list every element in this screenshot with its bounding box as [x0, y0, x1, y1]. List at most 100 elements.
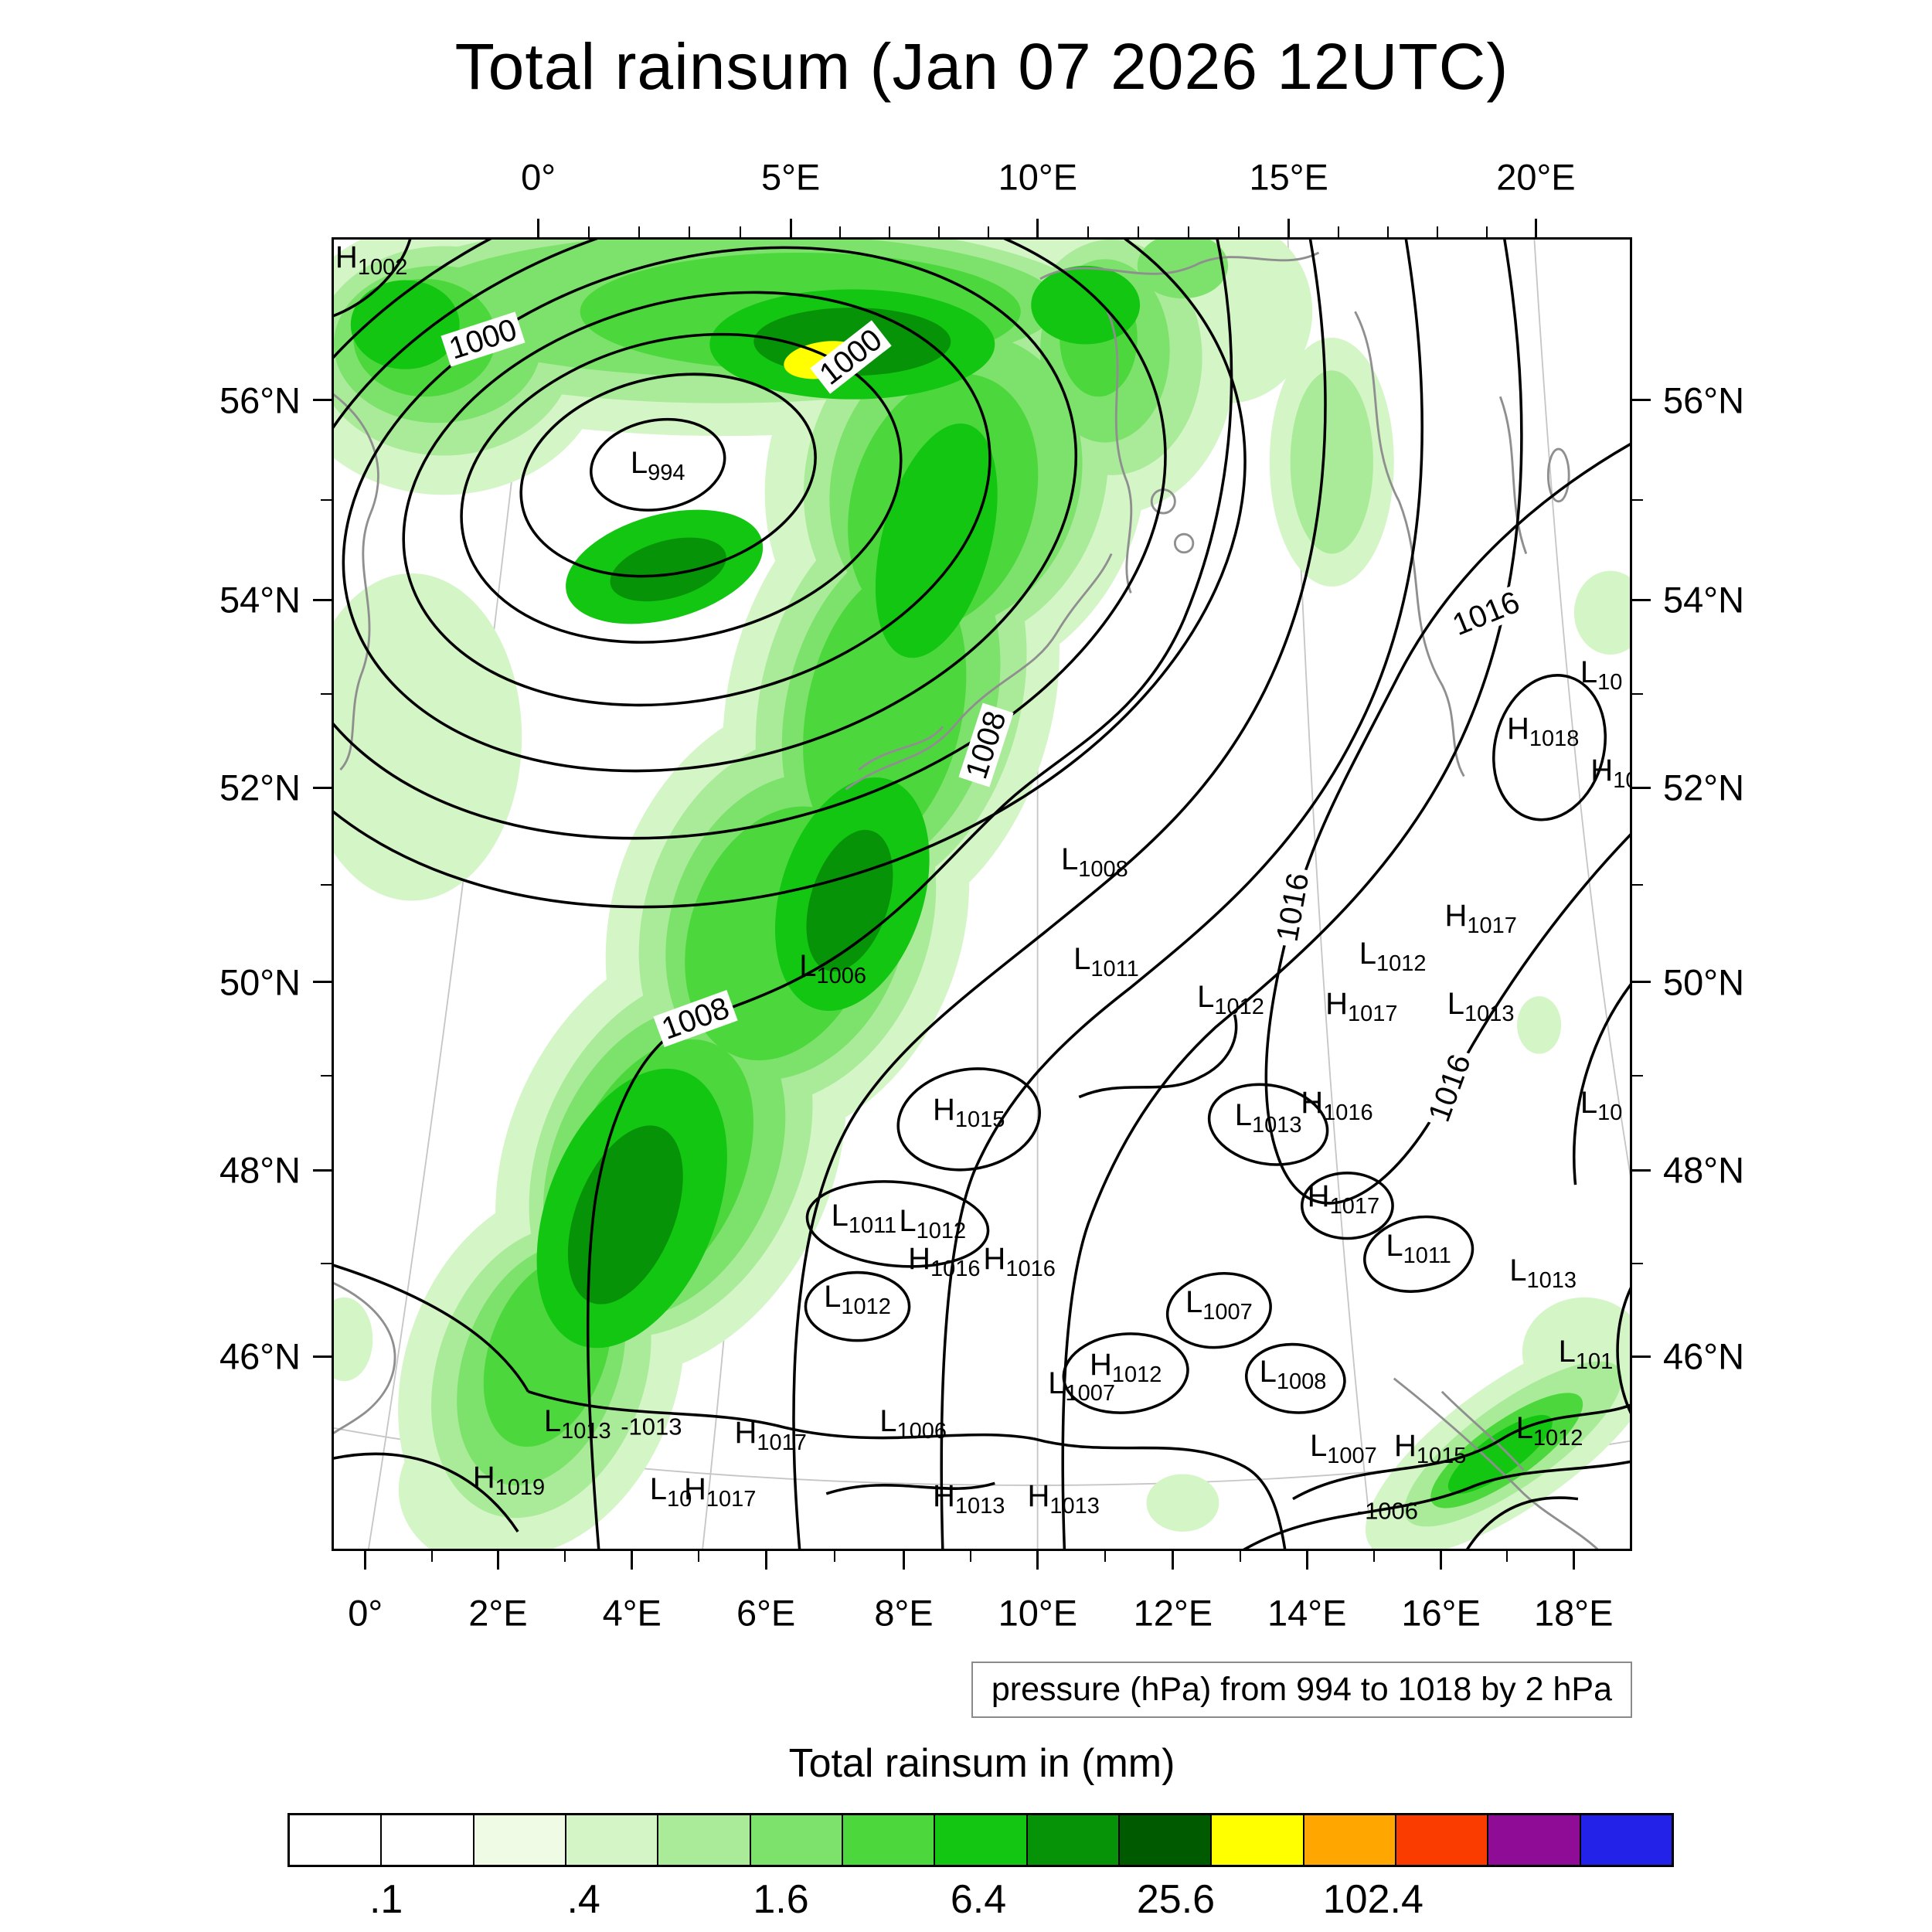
- minor-tick-bottom: [698, 1551, 700, 1562]
- coastline-layer: [334, 251, 1599, 1549]
- axis-label-top: 0°: [521, 156, 556, 198]
- tick-mark-bottom: [364, 1551, 367, 1570]
- axis-label-right: 54°N: [1663, 579, 1745, 621]
- colorbar-title: Total rainsum in (mm): [788, 1741, 1175, 1786]
- axis-label-left: 50°N: [219, 961, 301, 1003]
- pressure-center-label: H1016: [1301, 1086, 1373, 1126]
- minor-tick-top: [1087, 226, 1089, 237]
- pressure-center-label: L1007: [1048, 1366, 1116, 1406]
- weather-map-canvas: [334, 240, 1630, 1549]
- axis-label-bottom: 18°E: [1534, 1592, 1614, 1634]
- axis-label-top: 20°E: [1496, 156, 1576, 198]
- colorbar-tick-label: 102.4: [1322, 1877, 1423, 1922]
- tick-mark-right: [1632, 598, 1651, 601]
- colorbar-segment: [472, 1815, 565, 1865]
- minor-tick-top: [937, 226, 940, 237]
- pressure-center-label: H1015: [933, 1092, 1005, 1132]
- axis-label-right: 48°N: [1663, 1149, 1745, 1191]
- pressure-center-label: L1008: [1061, 842, 1128, 883]
- colorbar-segment: [1579, 1815, 1672, 1865]
- minor-tick-top: [1187, 226, 1189, 237]
- minor-tick-bottom: [834, 1551, 836, 1562]
- minor-tick-top: [987, 226, 989, 237]
- colorbar-segment: [1487, 1815, 1580, 1865]
- minor-tick-right: [1632, 1262, 1643, 1264]
- axis-label-bottom: 10°E: [998, 1592, 1078, 1634]
- pressure-center-label: L1013: [1447, 986, 1515, 1026]
- pressure-center-label: H1016: [983, 1242, 1056, 1281]
- axis-label-left: 56°N: [219, 379, 301, 421]
- tick-mark-top: [789, 219, 792, 237]
- tick-mark-left: [313, 399, 332, 402]
- tick-mark-bottom: [1036, 1551, 1039, 1570]
- tick-mark-bottom: [1572, 1551, 1575, 1570]
- pressure-center-label: L1007: [1309, 1429, 1377, 1469]
- colorbar-tick-label: .4: [566, 1877, 600, 1922]
- pressure-center-label: H1017: [1307, 1179, 1380, 1219]
- colorbar-segment: [564, 1815, 658, 1865]
- pressure-center-label: H1012: [1089, 1348, 1162, 1388]
- minor-tick-left: [321, 884, 332, 886]
- tick-mark-left: [313, 598, 332, 601]
- minor-tick-left: [321, 499, 332, 501]
- colorbar-segment: [380, 1815, 473, 1865]
- pressure-center-label: L1012: [1515, 1410, 1583, 1451]
- minor-tick-top: [1237, 226, 1240, 237]
- axis-label-left: 46°N: [219, 1335, 301, 1377]
- tick-mark-right: [1632, 1168, 1651, 1172]
- colorbar-segment: [1026, 1815, 1118, 1865]
- pressure-center-label: L10: [1580, 655, 1623, 696]
- pressure-center-label: H1017: [1444, 899, 1517, 939]
- pressure-center-label: L10: [649, 1472, 692, 1512]
- axis-label-top: 15°E: [1249, 156, 1328, 198]
- colorbar-segment: [657, 1815, 750, 1865]
- tick-mark-bottom: [764, 1551, 767, 1570]
- minor-tick-right: [1632, 1075, 1643, 1077]
- pressure-center-label: L10: [1580, 1086, 1623, 1126]
- minor-tick-bottom: [564, 1551, 566, 1562]
- axis-label-bottom: 14°E: [1267, 1592, 1347, 1634]
- minor-tick-top: [1386, 226, 1389, 237]
- tick-mark-top: [1534, 219, 1537, 237]
- contour-value-label: -1013: [621, 1413, 682, 1440]
- tick-mark-top: [1036, 219, 1039, 237]
- pressure-center-label: L1013: [543, 1404, 611, 1444]
- pressure-caption: pressure (hPa) from 994 to 1018 by 2 hPa: [971, 1662, 1632, 1718]
- colorbar-segment: [1117, 1815, 1211, 1865]
- axis-label-left: 54°N: [219, 579, 301, 621]
- colorbar-segment: [290, 1815, 381, 1865]
- map-frame: H1002 1000 1000 L994 1008 1008 1016 1016 1016 L10…: [332, 237, 1632, 1551]
- minor-tick-top: [689, 226, 691, 237]
- pressure-center-label: H1019: [472, 1460, 546, 1500]
- pressure-center-label: H1015: [1394, 1429, 1467, 1469]
- tick-mark-bottom: [1440, 1551, 1443, 1570]
- pressure-center-label: L1011: [1073, 942, 1139, 982]
- pressure-center-label: L1011: [1386, 1229, 1451, 1269]
- pressure-center-label: L1012: [1197, 980, 1264, 1020]
- tick-mark-bottom: [631, 1551, 634, 1570]
- pressure-center-label: H1016: [908, 1242, 981, 1281]
- tick-mark-bottom: [903, 1551, 906, 1570]
- pressure-center-label: L1008: [1259, 1354, 1327, 1394]
- pressure-center-label: L1012: [1359, 937, 1427, 977]
- pressure-center-label: L1012: [824, 1280, 891, 1320]
- tick-mark-bottom: [1305, 1551, 1308, 1570]
- minor-tick-right: [1632, 499, 1643, 501]
- tick-mark-right: [1632, 399, 1651, 402]
- minor-tick-left: [321, 1262, 332, 1264]
- minor-tick-bottom: [1104, 1551, 1107, 1562]
- pressure-center-label: H1017: [1325, 986, 1398, 1026]
- tick-mark-right: [1632, 786, 1651, 789]
- minor-tick-bottom: [970, 1551, 972, 1562]
- tick-mark-top: [537, 219, 540, 237]
- minor-tick-top: [587, 226, 590, 237]
- minor-tick-top: [739, 226, 741, 237]
- colorbar-segment: [1210, 1815, 1303, 1865]
- axis-label-bottom: 12°E: [1133, 1592, 1213, 1634]
- pressure-center-label: L1011: [831, 1199, 897, 1239]
- minor-tick-bottom: [1506, 1551, 1509, 1562]
- axis-label-right: 50°N: [1663, 961, 1745, 1003]
- pressure-center-label: L994: [630, 446, 685, 486]
- minor-tick-top: [1436, 226, 1438, 237]
- rain-shading-layer: [334, 240, 1630, 1549]
